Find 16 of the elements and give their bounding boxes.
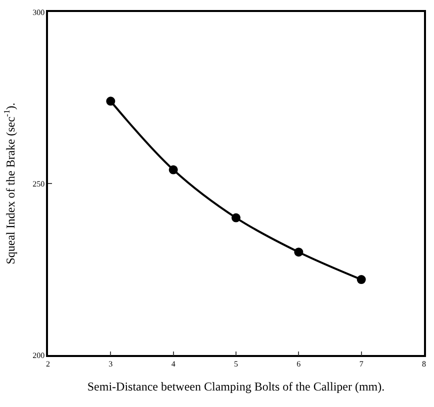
point (356, 275, 366, 284)
x-tick-label: 8 (422, 359, 426, 368)
x-tick-label: 4 (171, 359, 176, 368)
x-axis-title: Semi-Distance between Clamping Bolts of the Calliper (mm). (87, 380, 385, 394)
point (168, 165, 178, 174)
y-tick-label: 200 (32, 350, 45, 360)
x-tick-label: 6 (296, 359, 301, 368)
point (106, 96, 116, 106)
x-tick-label: 2 (46, 359, 50, 368)
x-tick-label: 3 (108, 359, 113, 368)
y-tick-label: 300 (32, 8, 45, 17)
point (232, 213, 240, 222)
y-tick-label: 250 (32, 179, 45, 188)
point (294, 248, 304, 257)
x-tick-label: 5 (234, 359, 238, 368)
x-tick-label: 7 (359, 359, 364, 368)
